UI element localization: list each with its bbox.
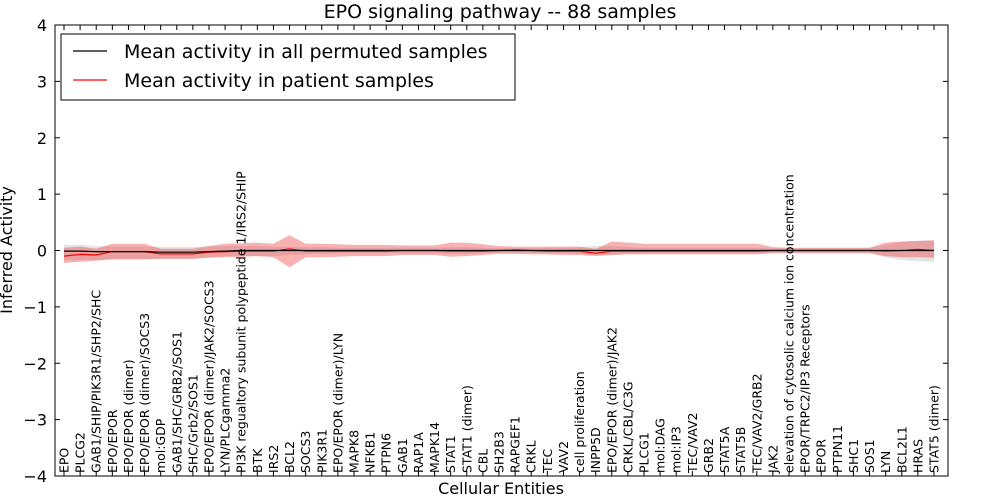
x-tick-label: CBL — [475, 449, 490, 473]
x-tick-label: CRKL/CBL/C3G — [620, 381, 635, 473]
x-tick-label: TEC — [540, 448, 555, 474]
x-tick-label: EPO/EPOR (dimer)/JAK2/SOCS3 — [202, 280, 217, 473]
x-tick-label: SH2B3 — [492, 431, 507, 473]
x-tick-label: EPO/EPOR (dimer)/SOCS3 — [137, 313, 152, 473]
x-tick-label: PTPN6 — [379, 433, 394, 473]
x-tick-label: PLCG1 — [637, 432, 652, 473]
x-tick-label: VAV2 — [556, 441, 571, 473]
x-tick-label: LYN — [878, 451, 893, 473]
x-tick-label: PIK3R1 — [314, 429, 329, 473]
lines-layer — [63, 248, 935, 257]
y-tick-label: −4 — [23, 467, 47, 486]
legend-label-patient: Mean activity in patient samples — [124, 70, 434, 92]
x-tick-label: JAK2 — [765, 445, 780, 474]
x-tick-label: CRKL — [524, 440, 539, 473]
x-tick-label: mol:DAG — [653, 418, 668, 473]
x-tick-label: MAPK14 — [427, 422, 442, 473]
y-tick-label: 3 — [37, 72, 47, 91]
x-tick-label: GAB1/SHIP/PIK3R1/SHP2/SHC — [89, 290, 104, 473]
x-tick-label: SHC1 — [846, 439, 861, 473]
x-tick-label: RAPGEF1 — [508, 416, 523, 473]
x-tick-label: elevation of cytosolic calcium ion conce… — [782, 174, 797, 473]
x-tick-label: MAPK8 — [347, 430, 362, 473]
x-tick-label: SOS1 — [862, 439, 877, 473]
x-tick-label: SHC/Grb2/SOS1 — [185, 374, 200, 473]
x-tick-label: EPOR — [814, 439, 829, 473]
x-tick-label: STAT5B — [733, 427, 748, 473]
x-axis: EPO PLCG2 GAB1/SHIP/PIK3R1/SHP2/SHC EPO/EPO… — [57, 25, 942, 476]
x-tick-label: INPP5D — [588, 427, 603, 473]
y-tick-label: −1 — [23, 298, 47, 317]
x-tick-label: STAT5A — [717, 426, 732, 473]
x-tick-label: GAB1 — [395, 438, 410, 473]
x-tick-label: GAB1/SHC/GRB2/SOS1 — [169, 331, 184, 473]
x-tick-label: LYN/PLCgamma2 — [218, 368, 233, 473]
x-tick-label: PI3K regualtory subunit polypeptide 1/IR… — [234, 171, 249, 473]
y-axis-title: Inferred Activity — [0, 186, 16, 314]
x-tick-label: EPO/EPOR (dimer) — [121, 359, 136, 473]
legend-label-permuted: Mean activity in all permuted samples — [124, 41, 487, 63]
y-axis: 4 3 2 1 0 −1 −2 −3 −4 — [23, 16, 948, 486]
y-tick-label: −2 — [23, 354, 47, 373]
x-tick-label: IRS2 — [266, 445, 281, 473]
series-line-permuted — [64, 249, 934, 253]
x-tick-label: STAT5 (dimer) — [927, 385, 942, 473]
x-tick-label: TEC/VAV2/GRB2 — [749, 373, 764, 474]
x-tick-label: BCL2 — [282, 441, 297, 473]
x-tick-label: BTK — [250, 448, 265, 473]
x-tick-label: mol:IP3 — [669, 426, 684, 473]
y-tick-label: 2 — [37, 129, 47, 148]
x-tick-label: PLCG2 — [73, 432, 88, 473]
x-tick-label: STAT1 (dimer) — [459, 385, 474, 473]
y-tick-label: −3 — [23, 411, 47, 430]
x-tick-label: NFKB1 — [363, 432, 378, 473]
x-axis-title: Cellular Entities — [438, 479, 564, 498]
y-tick-label: 1 — [37, 185, 47, 204]
x-tick-label: EPO/EPOR (dimer)/LYN — [330, 333, 345, 473]
legend-box — [60, 33, 516, 101]
y-tick-label: 0 — [37, 242, 47, 261]
x-tick-label: mol:GDP — [153, 418, 168, 473]
x-tick-label: EPO/EPOR — [105, 409, 120, 473]
y-tick-label: 4 — [37, 16, 47, 35]
x-tick-label: STAT1 — [443, 435, 458, 473]
band-patient — [64, 235, 934, 268]
x-tick-label: SOCS3 — [298, 431, 313, 473]
x-tick-label: PTPN11 — [830, 425, 845, 473]
x-tick-label: RAP1A — [411, 432, 426, 473]
x-tick-label: GRB2 — [701, 438, 716, 473]
x-tick-label: EPO/EPOR (dimer)/JAK2 — [604, 327, 619, 473]
x-tick-label: TEC/VAV2 — [685, 412, 700, 473]
x-tick-label: cell proliferation — [572, 371, 587, 473]
x-tick-label: EPOR/TRPC2/IP3 Receptors — [798, 304, 813, 473]
x-tick-label: EPO — [57, 448, 72, 473]
chart-title: EPO signaling pathway -- 88 samples — [324, 1, 677, 23]
x-tick-label: BCL2L1 — [894, 426, 909, 473]
legend: Mean activity in all permuted samples Me… — [60, 33, 516, 101]
x-tick-label: HRAS — [910, 439, 925, 473]
